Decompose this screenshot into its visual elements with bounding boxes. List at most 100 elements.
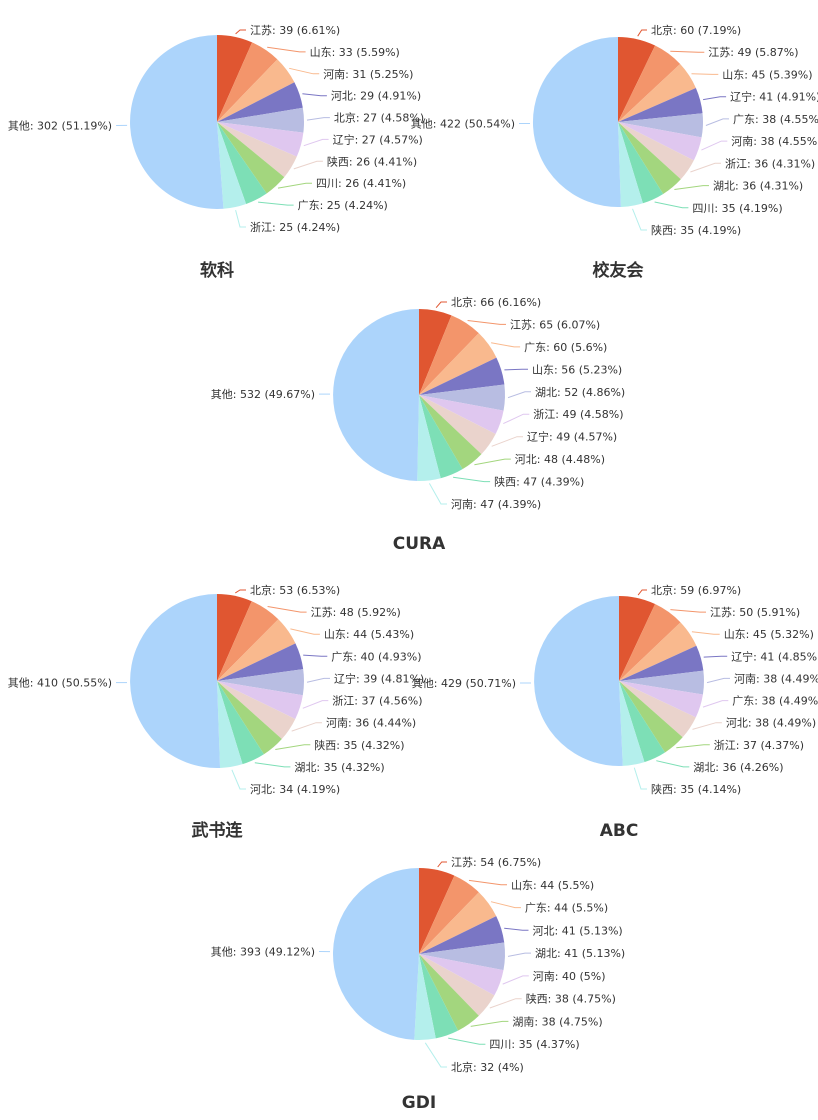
- label-leader-line: [690, 163, 721, 172]
- label-leader-line: [448, 1038, 485, 1044]
- data-label-其他: 其他: 422 (50.54%): [411, 118, 515, 131]
- data-label-广东: 广东: 38 (4.49%): [732, 695, 818, 708]
- label-leader-line: [674, 186, 709, 190]
- label-leader-line: [292, 723, 322, 731]
- label-leader-line: [670, 51, 704, 52]
- data-label-陕西: 陕西: 35 (4.14%): [651, 782, 741, 796]
- data-label-河北: 河北: 41 (5.13%): [533, 924, 623, 937]
- data-label-其他: 其他: 532 (49.67%): [211, 388, 315, 401]
- label-leader-line: [692, 74, 719, 75]
- data-label-四川: 四川: 26 (4.41%): [316, 177, 406, 190]
- label-leader-line: [655, 202, 689, 208]
- chart-title: 校友会: [593, 260, 644, 281]
- label-leader-line: [436, 302, 447, 308]
- data-label-山东: 山东: 33 (5.59%): [310, 46, 400, 59]
- data-label-湖南: 湖南: 38 (4.75%): [512, 1015, 602, 1028]
- data-label-广东: 广东: 60 (5.6%): [524, 341, 607, 354]
- data-label-河南: 河南: 40 (5%): [533, 970, 606, 983]
- data-label-四川: 四川: 35 (4.37%): [489, 1038, 579, 1051]
- data-label-山东: 山东: 45 (5.39%): [722, 68, 812, 81]
- data-label-湖北: 湖北: 36 (4.31%): [713, 180, 803, 193]
- data-label-广东: 广东: 40 (4.93%): [331, 650, 421, 663]
- data-label-江苏: 江苏: 54 (6.75%): [451, 856, 541, 869]
- label-leader-line: [258, 202, 294, 205]
- chart-title: CURA: [393, 534, 446, 554]
- label-leader-line: [503, 976, 529, 984]
- label-leader-line: [232, 770, 246, 789]
- label-leader-line: [693, 723, 722, 730]
- data-label-河北: 河北: 34 (4.19%): [250, 783, 340, 796]
- pie-slice-其他: [130, 594, 220, 768]
- data-label-四川: 四川: 35 (4.19%): [692, 202, 782, 215]
- label-leader-line: [474, 459, 510, 465]
- label-leader-line: [469, 880, 507, 884]
- data-label-江苏: 江苏: 49 (5.87%): [708, 46, 798, 59]
- chart-title: ABC: [600, 821, 639, 841]
- label-leader-line: [267, 47, 305, 52]
- data-label-河北: 河北: 29 (4.91%): [331, 90, 421, 103]
- label-leader-line: [303, 701, 329, 709]
- data-label-湖北: 湖北: 35 (4.32%): [294, 761, 384, 774]
- data-label-辽宁: 辽宁: 27 (4.57%): [333, 132, 423, 146]
- label-leader-line: [468, 321, 506, 325]
- label-leader-line: [503, 414, 529, 423]
- data-label-其他: 其他: 302 (51.19%): [8, 120, 112, 133]
- data-label-陕西: 陕西: 35 (4.19%): [651, 223, 741, 237]
- data-label-湖北: 湖北: 41 (5.13%): [535, 947, 625, 960]
- data-label-山东: 山东: 45 (5.32%): [724, 628, 814, 641]
- chart-gdi: 江苏: 54 (6.75%) 山东: 44 (5.5%) 广东: 44 (5.5%)…: [211, 856, 625, 1113]
- data-label-其他: 其他: 429 (50.71%): [412, 677, 516, 690]
- label-leader-line: [633, 209, 648, 230]
- label-leader-line: [504, 369, 528, 370]
- label-leader-line: [491, 343, 520, 347]
- label-leader-line: [492, 437, 523, 447]
- label-leader-line: [490, 999, 522, 1008]
- data-label-河南: 河南: 47 (4.39%): [451, 498, 541, 511]
- label-leader-line: [508, 953, 531, 956]
- data-label-河北: 河北: 48 (4.48%): [515, 453, 605, 466]
- chart-cura: 北京: 66 (6.16%)江苏: 65 (6.07%)广东: 60 (5.6%…: [211, 295, 625, 554]
- label-leader-line: [701, 141, 727, 150]
- label-leader-line: [289, 68, 319, 74]
- data-label-北京: 北京: 59 (6.97%): [651, 583, 741, 597]
- label-leader-line: [471, 1021, 509, 1026]
- label-leader-line: [255, 763, 291, 767]
- label-leader-line: [429, 483, 447, 504]
- label-leader-line: [692, 632, 720, 635]
- label-leader-line: [656, 761, 689, 767]
- data-label-辽宁: 辽宁: 39 (4.81%): [334, 671, 424, 685]
- data-label-江苏: 江苏: 50 (5.91%): [710, 606, 800, 619]
- chart-wushulian: 北京: 53 (6.53%)江苏: 48 (5.92%)山东: 44 (5.43…: [8, 583, 424, 841]
- label-leader-line: [491, 902, 521, 908]
- label-leader-line: [303, 655, 327, 656]
- label-leader-line: [278, 183, 312, 188]
- pie-slice-其他: [333, 309, 419, 481]
- data-label-浙江: 浙江: 37 (4.37%): [714, 739, 804, 752]
- label-leader-line: [307, 118, 330, 121]
- label-leader-line: [703, 97, 726, 100]
- data-label-其他: 其他: 393 (49.12%): [211, 946, 315, 959]
- data-label-浙江: 浙江: 37 (4.56%): [332, 695, 422, 708]
- data-label-山东: 山东: 44 (5.5%): [511, 879, 594, 892]
- data-label-浙江: 浙江: 49 (4.58%): [533, 408, 623, 421]
- label-leader-line: [304, 139, 329, 145]
- label-leader-line: [275, 745, 310, 750]
- label-leader-line: [235, 590, 246, 593]
- data-label-河南: 河南: 36 (4.44%): [326, 717, 416, 730]
- label-leader-line: [638, 590, 647, 595]
- chart-abc: 北京: 59 (6.97%) 江苏: 50 (5.91%) 山东: 45 (5.32…: [412, 583, 818, 841]
- data-label-湖北: 湖北: 36 (4.26%): [693, 761, 783, 774]
- data-label-广东: 广东: 38 (4.55%): [733, 113, 818, 126]
- chart-title: 武书连: [192, 820, 244, 841]
- chart-xiaoyouhui: 北京: 60 (7.19%) 江苏: 49 (5.87%) 山东: 45 (5.39…: [411, 23, 818, 281]
- chart-title: 软科: [200, 260, 234, 281]
- data-label-其他: 其他: 410 (50.55%): [8, 677, 112, 690]
- data-label-江苏: 江苏: 48 (5.92%): [311, 606, 401, 619]
- data-label-北京: 北京: 32 (4%): [451, 1060, 524, 1074]
- chart-ruanke: 江苏: 39 (6.61%)山东: 33 (5.59%)河南: 31 (5.25…: [8, 24, 424, 281]
- pie-slice-其他: [333, 868, 419, 1040]
- data-label-浙江: 浙江: 25 (4.24%): [250, 221, 340, 234]
- data-label-河南: 河南: 38 (4.49%): [734, 672, 818, 685]
- data-label-广东: 广东: 44 (5.5%): [525, 902, 608, 915]
- pie-slice-其他: [534, 596, 623, 766]
